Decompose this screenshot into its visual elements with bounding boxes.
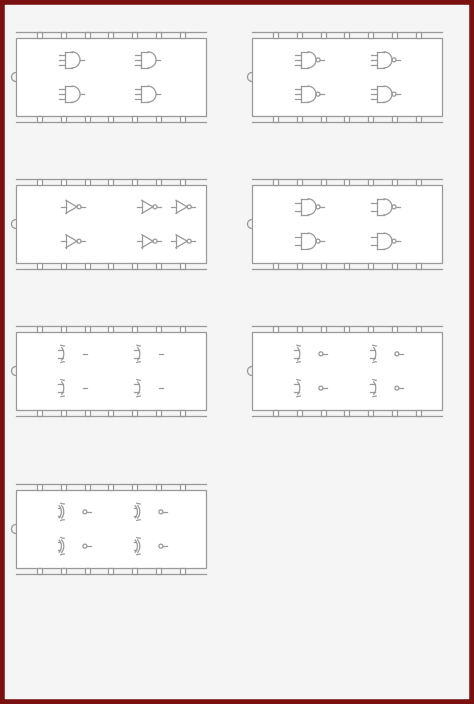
Bar (156, 32, 161, 38)
Bar (132, 484, 137, 490)
Bar (416, 179, 421, 185)
Bar (321, 116, 326, 122)
Bar (109, 484, 113, 490)
Bar (416, 32, 421, 38)
Bar (368, 116, 373, 122)
Bar (297, 410, 302, 416)
Bar (85, 32, 90, 38)
Bar (16, 185, 206, 263)
Bar (252, 332, 442, 410)
Bar (61, 32, 66, 38)
Bar (273, 179, 278, 185)
Bar (252, 185, 442, 263)
Bar (297, 263, 302, 269)
Bar (392, 410, 397, 416)
Bar (156, 568, 161, 574)
Bar (85, 263, 90, 269)
Bar (297, 326, 302, 332)
Bar (297, 32, 302, 38)
Bar (321, 326, 326, 332)
Bar (392, 116, 397, 122)
Bar (61, 326, 66, 332)
Bar (392, 326, 397, 332)
Bar (109, 326, 113, 332)
Bar (61, 263, 66, 269)
Bar (368, 263, 373, 269)
Bar (156, 116, 161, 122)
Bar (61, 179, 66, 185)
Bar (273, 32, 278, 38)
Bar (109, 116, 113, 122)
Bar (85, 568, 90, 574)
Bar (297, 179, 302, 185)
Bar (109, 568, 113, 574)
Bar (37, 32, 42, 38)
Bar (85, 116, 90, 122)
Bar (416, 410, 421, 416)
Bar (85, 326, 90, 332)
Bar (392, 179, 397, 185)
Bar (180, 116, 185, 122)
Bar (16, 38, 206, 116)
Bar (392, 263, 397, 269)
Bar (416, 326, 421, 332)
Bar (321, 410, 326, 416)
Bar (132, 32, 137, 38)
Bar (156, 326, 161, 332)
Bar (132, 179, 137, 185)
Bar (180, 410, 185, 416)
Bar (297, 116, 302, 122)
Bar (109, 32, 113, 38)
Bar (109, 179, 113, 185)
Bar (132, 116, 137, 122)
Bar (273, 263, 278, 269)
Bar (180, 326, 185, 332)
Bar (416, 263, 421, 269)
Bar (345, 263, 349, 269)
Bar (85, 410, 90, 416)
Bar (180, 179, 185, 185)
Bar (16, 332, 206, 410)
Bar (345, 116, 349, 122)
Bar (368, 32, 373, 38)
Bar (132, 326, 137, 332)
Bar (85, 179, 90, 185)
Bar (156, 410, 161, 416)
Bar (37, 410, 42, 416)
Bar (156, 263, 161, 269)
Bar (16, 490, 206, 568)
Bar (252, 38, 442, 116)
Bar (273, 326, 278, 332)
Bar (368, 179, 373, 185)
Bar (321, 32, 326, 38)
Bar (85, 484, 90, 490)
Bar (180, 263, 185, 269)
Bar (132, 410, 137, 416)
Bar (37, 116, 42, 122)
Bar (132, 263, 137, 269)
Bar (180, 32, 185, 38)
Bar (180, 484, 185, 490)
Bar (132, 568, 137, 574)
Bar (61, 116, 66, 122)
Bar (37, 179, 42, 185)
Bar (416, 116, 421, 122)
Bar (273, 410, 278, 416)
Bar (321, 179, 326, 185)
Bar (61, 410, 66, 416)
Bar (156, 179, 161, 185)
Bar (109, 410, 113, 416)
Bar (37, 263, 42, 269)
Bar (37, 484, 42, 490)
Bar (37, 326, 42, 332)
Bar (180, 568, 185, 574)
Bar (368, 410, 373, 416)
Bar (345, 326, 349, 332)
Bar (61, 484, 66, 490)
Bar (345, 179, 349, 185)
Bar (345, 32, 349, 38)
Bar (392, 32, 397, 38)
Bar (273, 116, 278, 122)
Bar (345, 410, 349, 416)
